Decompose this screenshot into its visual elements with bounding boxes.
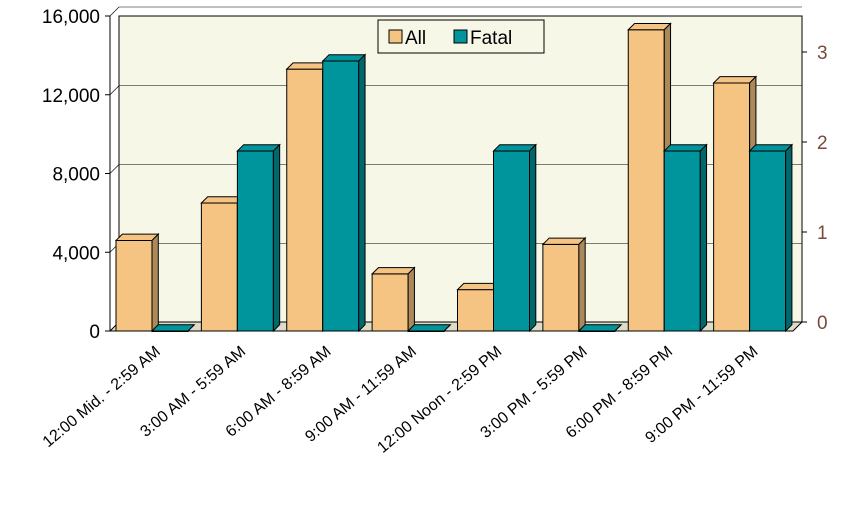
bar-all-3 bbox=[370, 266, 416, 333]
bar-fatal-0 bbox=[150, 324, 196, 332]
legend: All Fatal bbox=[377, 19, 545, 54]
y-right-tick-label: 0 bbox=[817, 313, 828, 334]
gridline-side bbox=[109, 6, 120, 17]
y-left-tick-label: 4,000 bbox=[52, 243, 100, 264]
y-left-tick-label: 8,000 bbox=[52, 165, 100, 186]
bar-fatal-5 bbox=[577, 324, 623, 332]
y-left-tick-label: 16,000 bbox=[42, 7, 100, 28]
legend-label-fatal: Fatal bbox=[470, 28, 512, 49]
bar-all-5 bbox=[541, 236, 587, 333]
gridline-side bbox=[109, 85, 120, 95]
y-left-tick-label: 0 bbox=[89, 322, 100, 343]
legend-swatch-all bbox=[388, 29, 403, 44]
bars bbox=[114, 22, 794, 333]
bar-all-0 bbox=[114, 232, 160, 333]
bar-fatal-2 bbox=[321, 53, 367, 333]
y-right-tick-label: 3 bbox=[817, 43, 828, 64]
gridline-side bbox=[109, 164, 120, 174]
bar-fatal-7 bbox=[748, 143, 794, 333]
legend-label-all: All bbox=[405, 28, 426, 49]
bar-all-6 bbox=[627, 22, 672, 333]
y-right-tick-label: 1 bbox=[817, 223, 828, 244]
bar-fatal-3 bbox=[406, 324, 452, 332]
y-right-tick-label: 2 bbox=[817, 133, 828, 154]
legend-swatch-fatal bbox=[453, 29, 468, 44]
bar-fatal-6 bbox=[663, 143, 708, 333]
y-left-tick-label: 12,000 bbox=[42, 86, 100, 107]
bar-fatal-4 bbox=[492, 143, 538, 333]
bar-fatal-1 bbox=[236, 143, 281, 333]
